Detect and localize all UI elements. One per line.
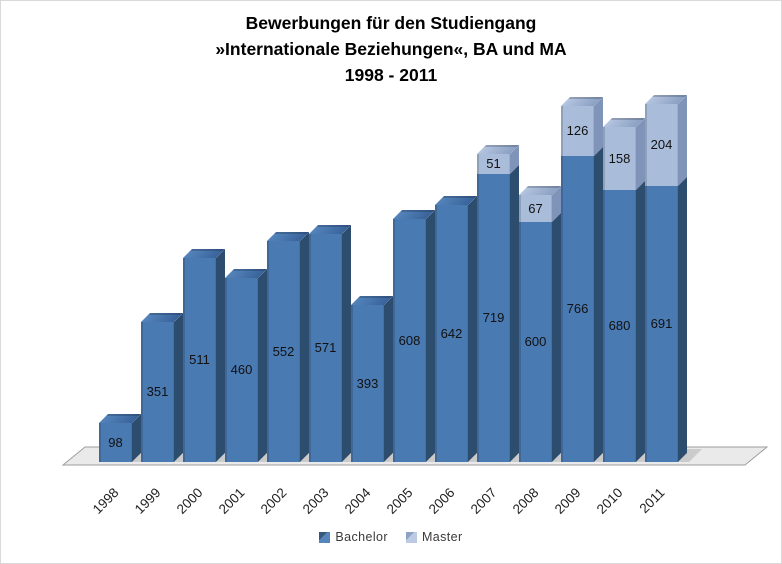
legend-label-bachelor: Bachelor [335,530,388,544]
bar-label-bachelor-2004: 393 [356,376,379,391]
bar-2002: 552 [267,232,309,462]
bar-label-bachelor-2000: 511 [189,352,210,367]
bar-label-bachelor-2008: 600 [524,334,547,349]
legend-swatch-bachelor-icon [319,531,331,543]
bar-1999: 351 [141,313,183,462]
bar-label-bachelor-2006: 642 [440,326,463,341]
bar-segment-bachelor-2008 [519,222,552,462]
legend-swatch-master-icon [405,531,417,543]
bar-segment-bachelor-2006 [435,205,468,462]
bar-2001: 460 [225,269,267,462]
chart-title-line-3: 1998 - 2011 [344,65,438,85]
bar-2007: 51 719 [477,145,519,462]
bar-2003: 571 [309,225,351,462]
bar-segment-bachelor-1999 [141,322,174,462]
bar-segment-master-2009 [561,106,594,156]
bar-label-bachelor-2001: 460 [230,362,253,377]
bar-label-master-2011: 204 [650,137,673,152]
bar-segment-master-2007 [477,154,510,174]
bar-label-bachelor-2003: 571 [314,340,337,355]
bar-label-bachelor-2009: 766 [566,301,589,316]
legend-item-master: Master [405,530,463,544]
bar-label-master-2010: 158 [608,151,631,166]
bar-side-face-2008 [552,186,561,462]
bar-segment-bachelor-2001 [225,278,258,462]
bar-segment-bachelor-2000 [183,258,216,462]
bar-label-master-2009: 126 [566,123,589,138]
bar-2011: 204 691 [645,95,687,462]
bar-label-bachelor-2010: 680 [608,318,631,333]
bar-2008: 67 600 [519,186,561,462]
bar-2000: 511 [183,249,225,462]
bar-label-bachelor-2002: 552 [272,344,295,359]
legend-item-bachelor: Bachelor [319,530,388,544]
bar-2010: 158 680 [603,118,645,462]
bar-2005: 608 [393,210,435,462]
chart-title-line-2: »Internationale Beziehungen«, BA und MA [215,39,567,59]
bar-segment-bachelor-2009 [561,156,594,462]
bar-label-bachelor-2007: 719 [482,310,505,325]
bar-segment-bachelor-2003 [309,234,342,462]
bar-segment-bachelor-2005 [393,219,426,462]
chart-title-line-1: Bewerbungen für den Studiengang [245,13,537,33]
bar-2004: 393 [351,296,393,462]
bar-segment-master-2008 [519,195,552,222]
bar-label-bachelor-1999: 351 [146,384,169,399]
bar-segment-bachelor-2004 [351,305,384,462]
bar-side-face-2007 [510,145,519,462]
bar-segment-bachelor-1998 [99,423,132,462]
bar-segment-bachelor-2002 [267,241,300,462]
bar-segment-bachelor-2007 [477,174,510,462]
legend-label-master: Master [421,530,463,544]
bar-segment-master-2011 [645,104,678,186]
bar-side-face-2010 [636,118,645,462]
bar-1998: 98 [99,414,141,462]
chart-title: Bewerbungen für den Studiengang »Interna… [1,10,781,88]
bar-segment-master-2010 [603,127,636,190]
bar-segment-bachelor-2010 [603,190,636,462]
bar-segment-bachelor-2011 [645,186,678,462]
bar-2006: 642 [435,196,477,462]
bar-label-bachelor-2005: 608 [398,333,421,348]
bar-label-master-2008: 67 [528,201,543,216]
bar-label-master-2007: 51 [486,156,501,171]
bar-label-bachelor-2011: 691 [650,316,673,331]
legend: Bachelor Master [1,530,781,544]
bar-label-bachelor-1998: 98 [108,435,123,450]
bar-2009: 126 766 [561,97,603,462]
